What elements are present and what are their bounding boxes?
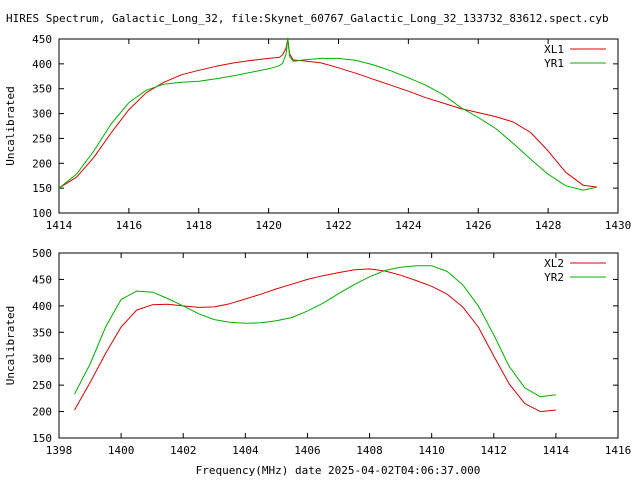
- y-tick-label: 100: [32, 207, 52, 220]
- plot-frame: [58, 252, 619, 439]
- x-tick-label: 1424: [395, 219, 422, 232]
- series-line-xl1: [58, 38, 598, 189]
- y-tick-label: 350: [32, 83, 52, 96]
- x-tick-label: 1414: [46, 219, 73, 232]
- y-tick-label: 350: [32, 326, 52, 339]
- x-tick-label: 1416: [116, 219, 143, 232]
- x-tick-label: 1414: [543, 444, 570, 457]
- chart-panel-1: 1414 1416 1418 1420 1422 1424 1426 1428 1430 100 1…: [4, 33, 631, 232]
- y-tick-label: 450: [32, 273, 52, 286]
- y-axis-label: Uncalibrated: [4, 306, 17, 385]
- x-tick-label: 1404: [232, 444, 259, 457]
- y-tick-label: 400: [32, 300, 52, 313]
- y-tick-label: 250: [32, 132, 52, 145]
- x-tick-label: 1406: [294, 444, 321, 457]
- y-tick-label: 200: [32, 406, 52, 419]
- plot-frame: [58, 38, 619, 214]
- x-tick-label: 1400: [108, 444, 135, 457]
- x-tick-label: 1408: [356, 444, 383, 457]
- x-tick-label: 1426: [465, 219, 492, 232]
- y-tick-label: 500: [32, 247, 52, 260]
- x-tick-label: 1410: [418, 444, 445, 457]
- series-line-yr2: [74, 265, 556, 398]
- y-tick-label: 300: [32, 108, 52, 121]
- y-axis-label: Uncalibrated: [4, 86, 17, 165]
- legend-label-xl2: XL2: [544, 257, 564, 270]
- y-tick-label: 150: [32, 432, 52, 445]
- y-tick-label: 250: [32, 379, 52, 392]
- x-tick-label: 1420: [255, 219, 282, 232]
- series-line-xl2: [74, 268, 556, 413]
- y-tick-label: 450: [32, 33, 52, 46]
- chart-panel-2: 1398 1400 1402 1404 1406 1408 1410 1412 1414 1416…: [4, 247, 631, 457]
- y-tick-label: 400: [32, 58, 52, 71]
- x-tick-label: 1418: [186, 219, 213, 232]
- legend-label-yr2: YR2: [544, 271, 564, 284]
- y-tick-label: 200: [32, 157, 52, 170]
- x-tick-label: 1416: [605, 444, 632, 457]
- x-tick-label: 1422: [325, 219, 352, 232]
- y-tick-label: 300: [32, 353, 52, 366]
- figure-title: HIRES Spectrum, Galactic_Long_32, file:S…: [6, 12, 609, 25]
- x-tick-label: 1402: [170, 444, 197, 457]
- x-tick-label: 1428: [535, 219, 562, 232]
- series-line-yr1: [58, 37, 598, 191]
- x-axis-label: Frequency(MHz) date 2025-04-02T04:06:37.…: [196, 464, 481, 477]
- x-tick-label: 1412: [481, 444, 508, 457]
- x-tick-label: 1430: [605, 219, 632, 232]
- legend-label-xl1: XL1: [544, 43, 564, 56]
- x-tick-label: 1398: [46, 444, 73, 457]
- legend-label-yr1: YR1: [544, 57, 564, 70]
- y-tick-label: 150: [32, 182, 52, 195]
